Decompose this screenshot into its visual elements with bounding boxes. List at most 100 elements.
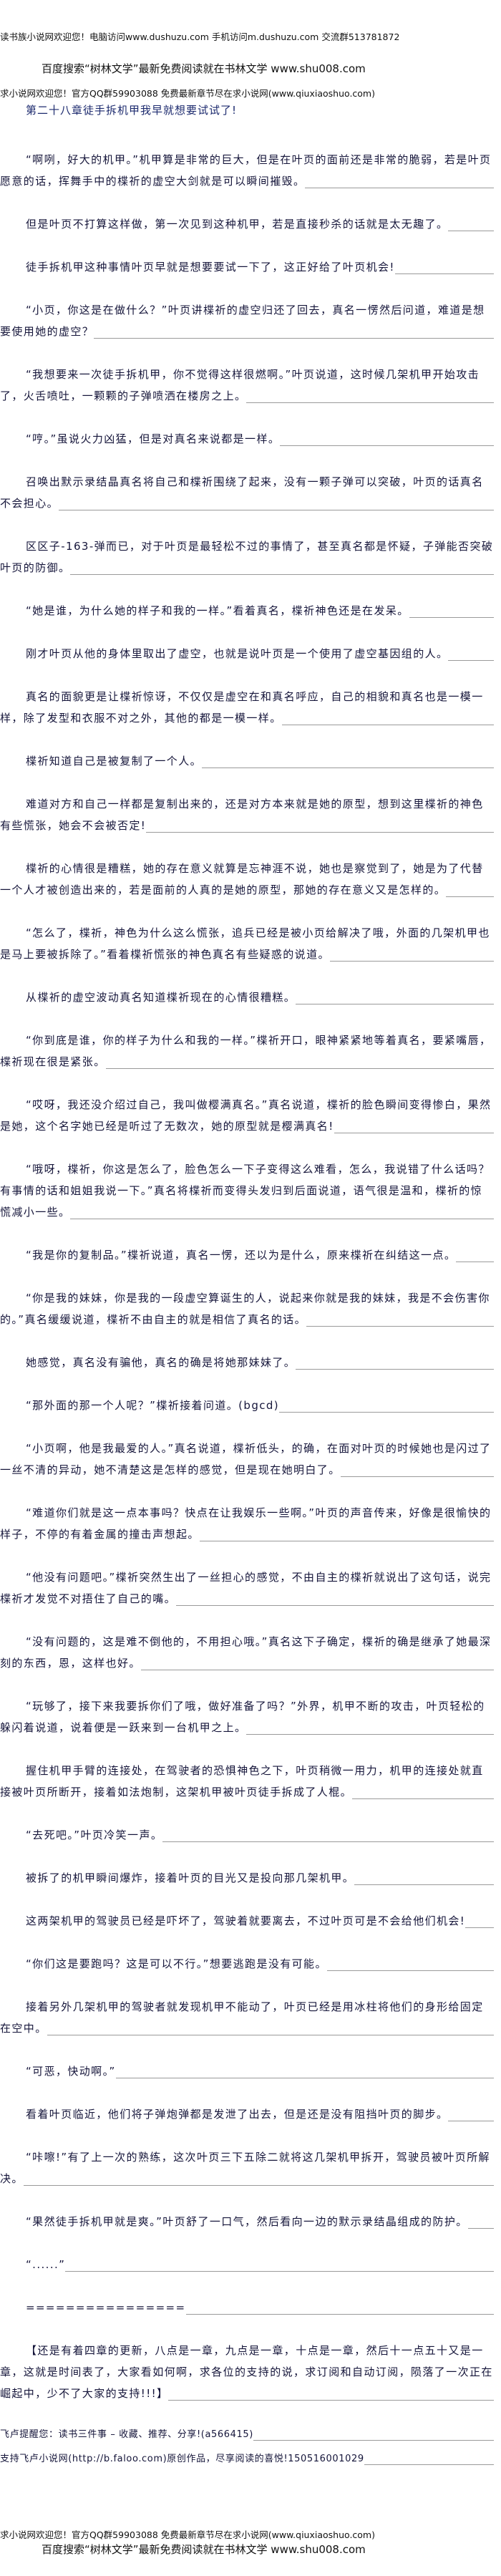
- underline: [246, 389, 494, 403]
- paragraph: “你到底是谁，你的样子为什么和我的一样。”楪祈开口，眼神紧紧地等着真名，要紧嘴唇…: [0, 1030, 494, 1072]
- reminder-text: 飞卢提醒您：读书三件事 – 收藏、推荐、分享!(a566415): [0, 2426, 494, 2444]
- paragraph: “你是我的妹妹，你是我的一段虚空算诞生的人，说起来你就是我的妹妹，我是不会伤害你…: [0, 1287, 494, 1330]
- underline: [280, 432, 494, 446]
- paragraph: “怎么了，楪祈，神色为什么这么慌张，追兵已经是被小页给解决了哦，外面的几架机甲也…: [0, 922, 494, 965]
- paragraph-text: “小页啊，他是我最爱的人。”真名说道，楪祈低头，的确，在面对叶页的时候她也是闪过…: [0, 1442, 492, 1476]
- underline: [306, 1313, 494, 1327]
- paragraph: ================: [0, 2297, 494, 2318]
- underline: [105, 1055, 494, 1069]
- underline: [70, 1206, 494, 1219]
- footer-search-banner: 百度搜索“树林文学”最新免费阅读就在书林文学 www.shu008.com: [42, 2543, 366, 2556]
- underline: [467, 2215, 494, 2229]
- paragraph-text: “她是谁，为什么她的样子和我的一样。”看着真名，楪祈神色还是在发呆。: [26, 604, 409, 617]
- paragraph-text: “我想要来一次徒手拆机甲，你不觉得这样很燃啊。”叶页说道，这时候几架机甲开始攻击…: [0, 368, 480, 402]
- paragraph: “可恶，快动啊。”: [0, 2061, 494, 2082]
- paragraph: 【还是有着四章的更新，八点是一章，九点是一章，十点是一章，然后十一点五十又是一章…: [0, 2340, 494, 2404]
- underline: [409, 604, 494, 618]
- paragraph-text: 被拆了的机甲瞬间爆炸，接着叶页的目光又是投向那几架机甲。: [26, 1872, 355, 1884]
- underline: [59, 497, 494, 510]
- underline: [448, 647, 494, 661]
- underline: [94, 325, 494, 339]
- paragraph-text: “你是我的妹妹，你是我的一段虚空算诞生的人，说起来你就是我的妹妹，我是不会伤害你…: [0, 1292, 490, 1326]
- paragraph-text: “你们这是要跑吗？这是可以不行。”想要逃跑是没有可能。: [26, 1957, 327, 1970]
- paragraph: 召唤出默示录结晶真名将自己和楪祈围绕了起来，没有一颗子弹可以突破，叶页的话真名不…: [0, 471, 494, 514]
- paragraph-text: “果然徒手拆机甲就是爽。”叶页舒了一口气，然后看向一边的默示录结晶组成的防护。: [26, 2215, 468, 2228]
- underline: [326, 1957, 494, 1971]
- paragraph: “我是你的复制品。”楪祈说道，真名一愣，还以为是什么，原来楪祈在纠结这一点。: [0, 1244, 494, 1266]
- paragraph-text: “玩够了，接下来我要拆你们了哦，做好准备了吗？”外界，机甲不断的攻击，叶页轻松的…: [0, 1700, 485, 1734]
- underline: [47, 2022, 494, 2035]
- support-label: 支持飞卢小说网(http://b.faloo.com)原创作品，尽享阅读的喜悦!…: [0, 2454, 364, 2464]
- underline: [162, 1829, 494, 1842]
- paragraph: 看着叶页临近，他们将子弹炮弹都是发泄了出去，但是还是没有阻挡叶页的脚步。: [0, 2103, 494, 2125]
- paragraph-text: ================: [26, 2301, 186, 2314]
- paragraph-text: “啊咧，好大的机甲。”机甲算是非常的巨大，但是在叶页的面前还是非常的脆弱，若是叶…: [0, 153, 492, 188]
- underline: [354, 1872, 494, 1885]
- paragraph: 从楪祈的虚空波动真名知道楪祈现在的心情很糟糕。: [0, 987, 494, 1008]
- paragraph: “去死吧。”叶页冷笑一声。: [0, 1824, 494, 1846]
- paragraph: “你们这是要跑吗？这是可以不行。”想要逃跑是没有可能。: [0, 1953, 494, 1975]
- underline: [334, 1120, 494, 1133]
- paragraph-text: 刚才叶页从他的身体里取出了虚空，也就是说叶页是一个使用了虚空基因组的人。: [26, 647, 449, 660]
- paragraph: 刚才叶页从他的身体里取出了虚空，也就是说叶页是一个使用了虚空基因组的人。: [0, 643, 494, 664]
- underline: [340, 1463, 494, 1477]
- paragraph-text: 楪祈的心情很是糟糕，她的存在意义就算是忘神涯不说，她也是察觉到了，她是为了代替一…: [0, 862, 484, 896]
- underline: [394, 261, 494, 274]
- underline: [296, 991, 494, 1004]
- paragraph-text: “你到底是谁，你的样子为什么和我的一样。”楪祈开口，眼神紧紧地等着真名，要紧嘴唇…: [0, 1034, 492, 1068]
- paragraph-text: 但是叶页不打算这样做，第一次见到这种机甲，若是直接秒杀的话就是太无趣了。: [26, 218, 449, 231]
- paragraph: “那外面的那一个人呢？”楪祈接着问道。(bgcd): [0, 1395, 494, 1416]
- paragraph: 握住机甲手臂的连接处，在驾驶者的恐惧神色之下，叶页稍微一用力，机甲的连接处就直接…: [0, 1760, 494, 1803]
- paragraph: “啊咧，好大的机甲。”机甲算是非常的巨大，但是在叶页的面前还是非常的脆弱，若是叶…: [0, 149, 494, 192]
- paragraph-text: “那外面的那一个人呢？”楪祈接着问道。(bgcd): [26, 1399, 280, 1412]
- paragraph-text: 接着另外几架机甲的驾驶者就发现机甲不能动了，叶页已经是用冰柱将他们的身形给固定在…: [0, 2000, 484, 2035]
- paragraph-text: “去死吧。”叶页冷笑一声。: [26, 1829, 163, 1841]
- reminder-label: 飞卢提醒您：读书三件事 – 收藏、推荐、分享!(a566415): [0, 2429, 253, 2440]
- paragraph-text: “小页，你这是在做什么？”叶页讲楪祈的虚空归还了回去，真名一愣然后问道，难道是想…: [0, 304, 485, 338]
- paragraph: 被拆了的机甲瞬间爆炸，接着叶页的目光又是投向那几架机甲。: [0, 1867, 494, 1889]
- paragraph-text: “哼。”虽说火力凶猛，但是对真名来说都是一样。: [26, 432, 281, 445]
- footer-qq-banner: 求小说网欢迎您！官方QQ群59903088 免费最新章节尽在求小说网(www.q…: [0, 2529, 375, 2540]
- underline: [305, 175, 494, 188]
- paragraph: 接着另外几架机甲的驾驶者就发现机甲不能动了，叶页已经是用冰柱将他们的身形给固定在…: [0, 1996, 494, 2039]
- paragraph-text: “难道你们就是这一点本事吗？快点在让我娱乐一些啊。”叶页的声音传来，好像是很愉快…: [0, 1506, 492, 1541]
- paragraph: 徒手拆机甲这种事情叶页早就是想要要试一下了，这正好给了叶页机会!: [0, 256, 494, 278]
- paragraph: 她感觉，真名没有骗他，真名的确是将她那妹妹了。: [0, 1352, 494, 1373]
- site-banner: 读书族小说网欢迎您！电脑访问www.dushuzu.com 手机访问m.dush…: [0, 32, 400, 42]
- underline: [281, 712, 494, 725]
- search-banner: 百度搜索“树林文学”最新免费阅读就在书林文学 www.shu008.com: [42, 62, 366, 75]
- underline: [70, 561, 494, 575]
- paragraph: “小页，你这是在做什么？”叶页讲楪祈的虚空归还了回去，真名一愣然后问道，难道是想…: [0, 299, 494, 342]
- underline: [456, 1249, 494, 1262]
- paragraph: “她是谁，为什么她的样子和我的一样。”看着真名，楪祈神色还是在发呆。: [0, 600, 494, 621]
- paragraph: “......”: [0, 2254, 494, 2275]
- underline: [253, 2429, 494, 2441]
- paragraph-text: 看着叶页临近，他们将子弹炮弹都是发泄了出去，但是还是没有阻挡叶页的脚步。: [26, 2108, 449, 2121]
- underline: [446, 883, 494, 897]
- paragraph-text: 握住机甲手臂的连接处，在驾驶者的恐惧神色之下，叶页稍微一用力，机甲的连接处就直接…: [0, 1764, 484, 1798]
- underline: [65, 2258, 494, 2272]
- underline: [352, 1786, 494, 1799]
- paragraph-text: “怎么了，楪祈，神色为什么这么慌张，追兵已经是被小页给解决了哦，外面的几架机甲也…: [0, 926, 490, 961]
- paragraph-text: “没有问题的，这是难不倒他的，不用担心哦。”真名这下子确定，楪祈的确是继承了她最…: [0, 1635, 492, 1670]
- chapter-content: “啊咧，好大的机甲。”机甲算是非常的巨大，但是在叶页的面前还是非常的脆弱，若是叶…: [0, 149, 494, 2474]
- paragraph-text: 这两架机甲的驾驶员已经是吓坏了，驾驶着就要离去，不过叶页可是不会给他们机会!: [26, 1914, 466, 1927]
- paragraph: “咔嚓!”有了上一次的熟练，这次叶页三下五除二就将这几架机甲拆开，驾驶员被叶页所…: [0, 2146, 494, 2189]
- paragraph-text: “哎呀，我还没介绍过自己，我叫做樱满真名。”真名说道，楪祈的脸色瞬间变得惨白，果…: [0, 1098, 492, 1133]
- underline: [115, 2065, 494, 2078]
- underline: [202, 755, 494, 768]
- paragraph: “哎呀，我还没介绍过自己，我叫做樱满真名。”真名说道，楪祈的脸色瞬间变得惨白，果…: [0, 1094, 494, 1137]
- underline: [329, 948, 494, 962]
- paragraph: 楪祈知道自己是被复制了一个人。: [0, 750, 494, 772]
- paragraph: “难道你们就是这一点本事吗？快点在让我娱乐一些啊。”叶页的声音传来，好像是很愉快…: [0, 1502, 494, 1545]
- paragraph: “他没有问题吧。”楪祈突然生出了一丝担心的感觉，不由自主的楪祈就说出了这句话，说…: [0, 1567, 494, 1609]
- paragraph-text: 区区子-163-弹而已，对于叶页是最轻松不过的事情了，甚至真名都是怀疑，子弹能否…: [0, 540, 494, 574]
- paragraph-text: 真名的面貌更是让楪祈惊讶，不仅仅是虚空在和真名呼应，自己的相貌和真名也是一模一样…: [0, 690, 484, 725]
- paragraph-text: “他没有问题吧。”楪祈突然生出了一丝担心的感觉，不由自主的楪祈就说出了这句话，说…: [0, 1571, 492, 1605]
- paragraph-list: “啊咧，好大的机甲。”机甲算是非常的巨大，但是在叶页的面前还是非常的脆弱，若是叶…: [0, 149, 494, 2404]
- paragraph-text: “我是你的复制品。”楪祈说道，真名一愣，还以为是什么，原来楪祈在纠结这一点。: [26, 1249, 457, 1262]
- paragraph-text: 她感觉，真名没有骗他，真名的确是将她那妹妹了。: [26, 1356, 296, 1369]
- paragraph-text: 难道对方和自己一样都是复制出来的，还是对方本来就是她的原型，想到这里楪祈的神色有…: [0, 798, 484, 832]
- underline: [140, 1657, 494, 1670]
- paragraph-text: 从楪祈的虚空波动真名知道楪祈现在的心情很糟糕。: [26, 991, 296, 1004]
